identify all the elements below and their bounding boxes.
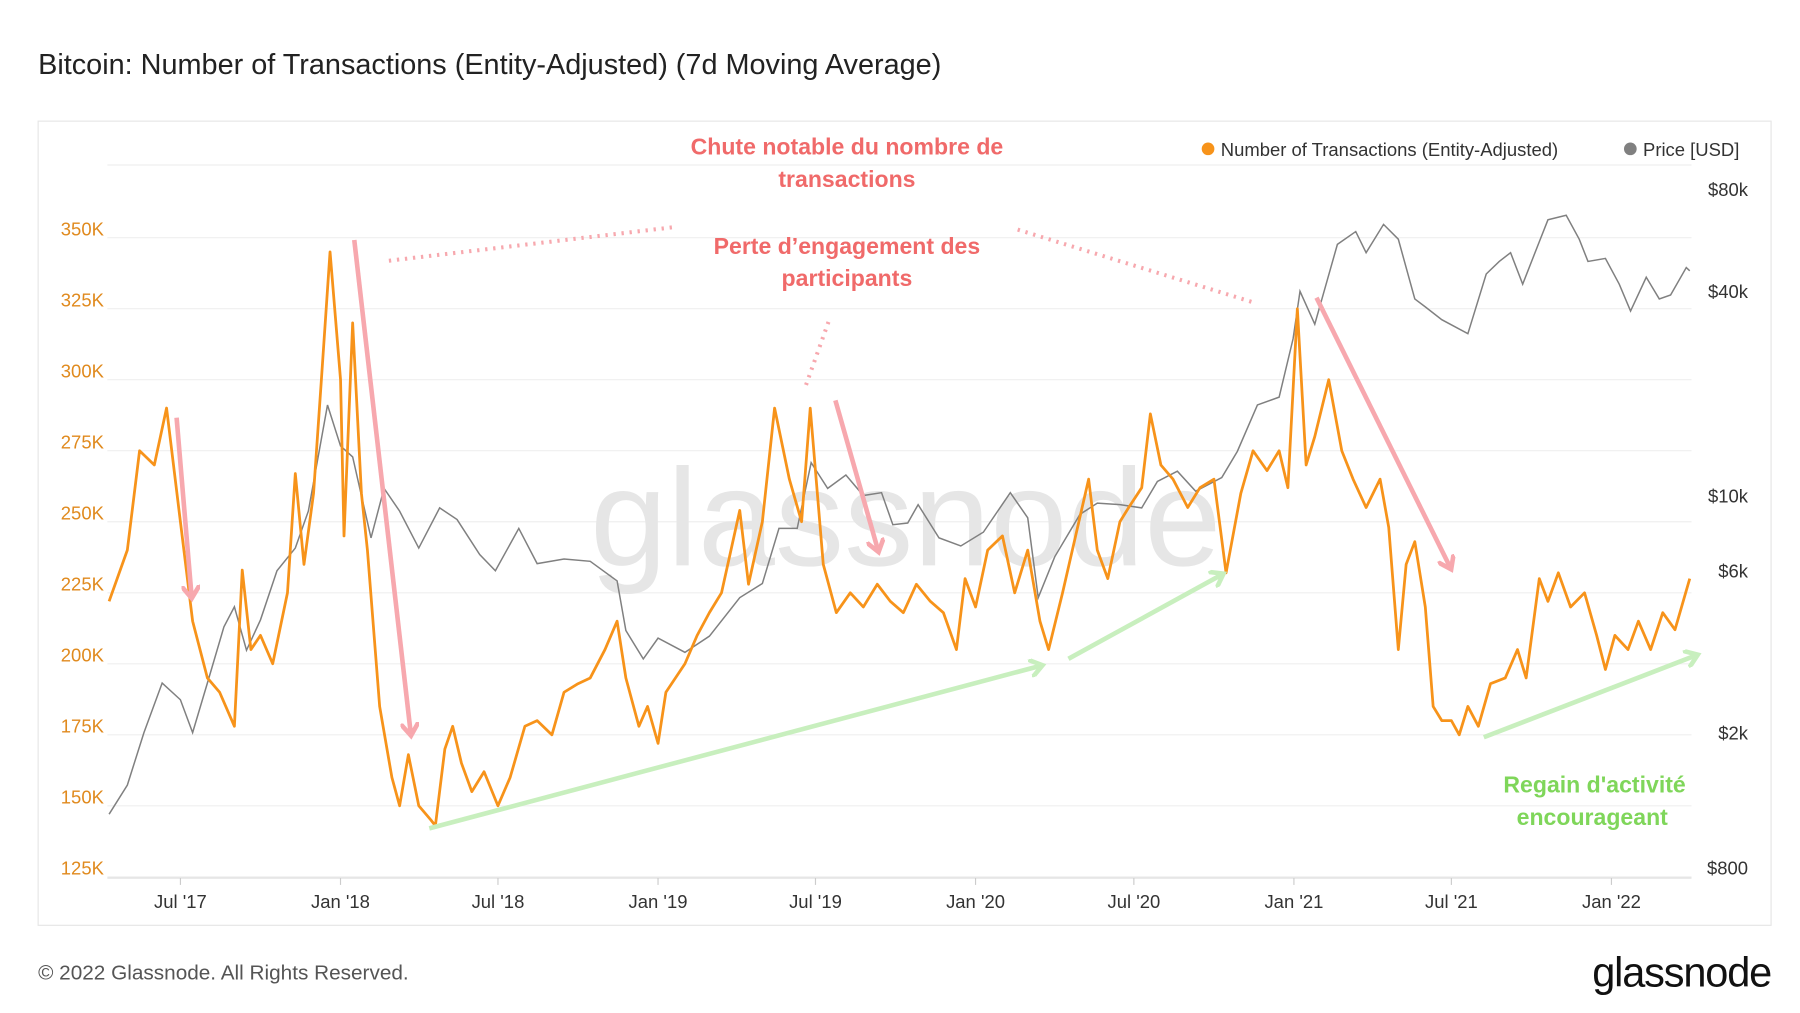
y-left-tick-label: 350K [61,218,105,239]
y-right-tick-label: $40k [1708,281,1749,302]
x-tick-label: Jan '22 [1582,891,1641,912]
y-left-tick-label: 325K [61,289,105,310]
legend-tx-label: Number of Transactions (Entity-Adjusted) [1221,139,1558,160]
x-tick-label: Jul '17 [154,891,207,912]
watermark: glassnode [590,441,1221,595]
annotation-engage-2: participants [782,265,913,291]
y-axis-left: 125K 150K 175K 200K 225K 250K 275K 300K 325K 350K [61,218,105,878]
annotation-arrows [174,239,1697,831]
x-tick-label: Jul '18 [472,891,525,912]
red-arrow [351,239,411,734]
y-left-tick-label: 150K [61,787,105,808]
green-arrow [1482,655,1696,740]
green-arrow [428,666,1040,831]
annotation-regain-2: encourageant [1517,804,1669,830]
y-right-tick-label: $800 [1707,858,1748,879]
x-tick-label: Jul '21 [1425,891,1478,912]
y-axis-right: $800 $2k $6k $10k $40k $80k [1707,179,1749,878]
y-left-tick-label: 225K [61,573,105,594]
red-arrow [1314,296,1451,568]
y-left-tick-label: 300K [61,360,105,381]
chart-title: Bitcoin: Number of Transactions (Entity-… [38,49,941,81]
transactions-series-line [107,250,1692,828]
legend-price-marker [1623,142,1637,156]
annotation-drop-1: Chute notable du nombre de [691,134,1004,160]
dotted-connectors [388,225,1254,391]
x-tick-label: Jan '20 [946,891,1005,912]
red-arrow [174,417,192,597]
red-arrow [833,399,878,550]
legend-price-label: Price [USD] [1643,139,1739,160]
green-arrow [1067,575,1221,661]
copyright: © 2022 Glassnode. All Rights Reserved. [38,962,409,985]
x-axis: Jul '17 Jan '18 Jul '18 Jan '19 Jul '19 Jan '… [107,877,1692,912]
y-right-tick-label: $2k [1718,723,1749,744]
y-right-tick-label: $80k [1708,179,1749,200]
legend-tx-marker [1201,142,1215,156]
annotation-engage-1: Perte d’engagement des [714,233,981,259]
y-left-tick-label: 175K [61,716,105,737]
x-tick-label: Jan '21 [1264,891,1323,912]
y-left-tick-label: 275K [61,431,105,452]
annotations: Chute notable du nombre de transactions … [691,134,1686,830]
y-left-tick-label: 250K [61,502,105,523]
y-right-tick-label: $6k [1718,561,1749,582]
annotation-regain-1: Regain d'activité [1503,772,1686,798]
y-left-tick-label: 200K [61,644,105,665]
annotation-drop-2: transactions [778,166,915,192]
x-tick-label: Jan '18 [311,891,370,912]
x-tick-label: Jul '19 [789,891,842,912]
x-tick-label: Jul '20 [1107,891,1160,912]
y-right-tick-label: $10k [1708,485,1749,506]
x-tick-label: Jan '19 [629,891,688,912]
legend: Number of Transactions (Entity-Adjusted)… [1201,139,1739,160]
y-left-tick-label: 125K [61,858,105,879]
glassnode-logo: glassnode [1592,948,1771,995]
